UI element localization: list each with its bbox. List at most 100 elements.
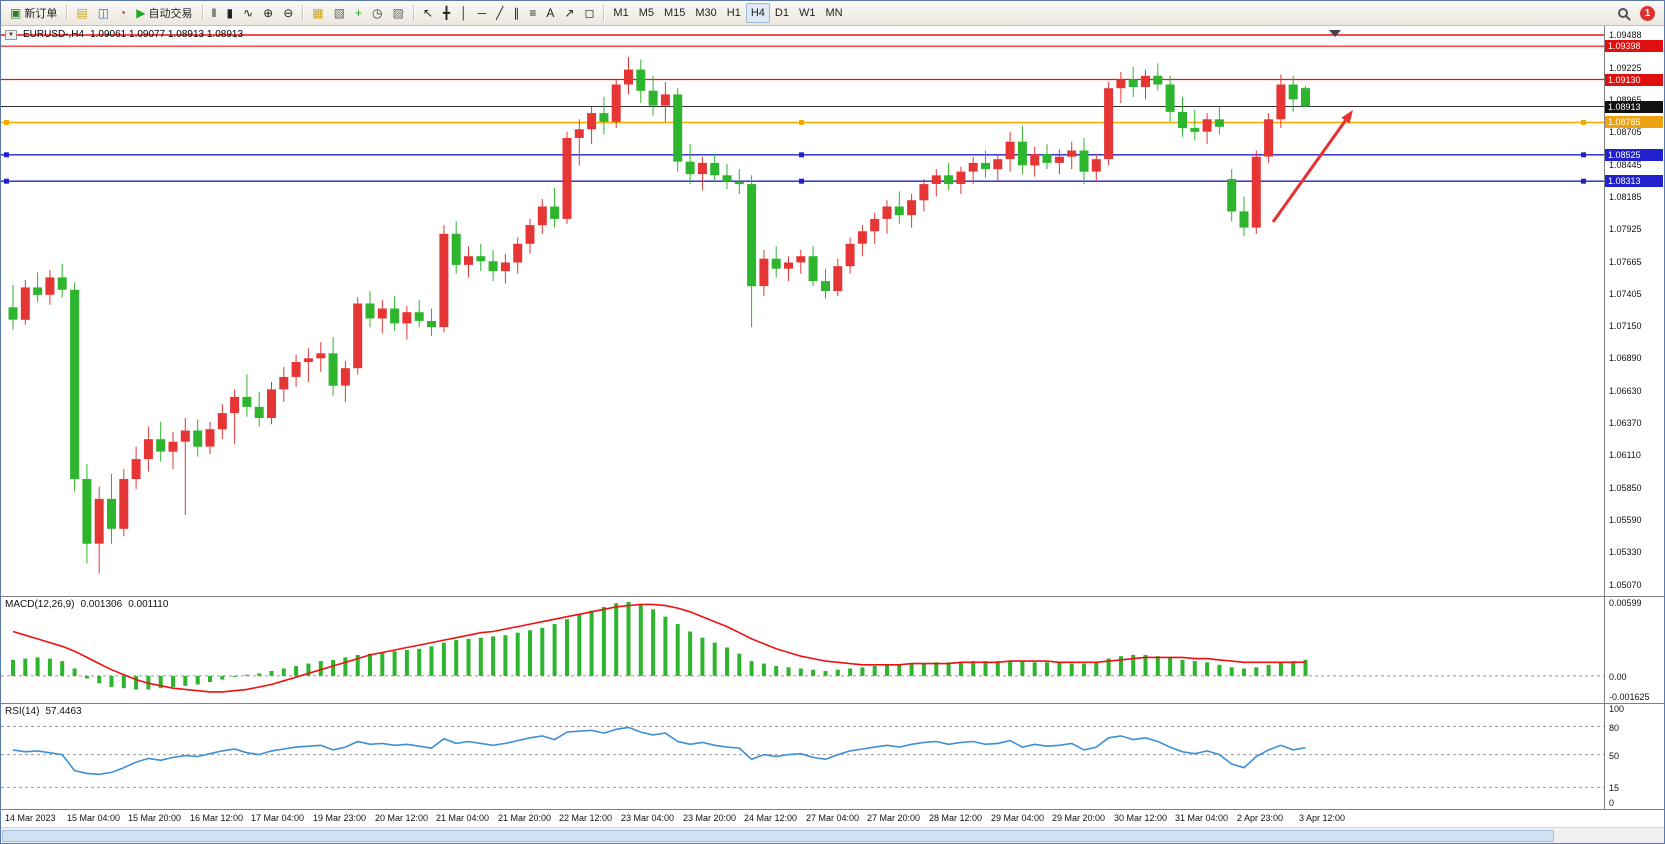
auto-trading-icon: ▶	[136, 6, 146, 20]
macd-title: MACD(12,26,9)	[5, 599, 75, 610]
horizontal-line-button[interactable]: ─	[473, 3, 492, 23]
price-tick: 1.08965	[1609, 95, 1642, 105]
tf-button-d1[interactable]: D1	[770, 3, 794, 23]
time-label: 31 Mar 04:00	[1175, 813, 1229, 823]
new-order-button[interactable]: ▣ 新订单	[5, 3, 62, 23]
main-toolbar: ▣ 新订单 ▤ ◫ ◔ ▶ 自动交易 ‖ ▮ ∿ ⊕ ⊖ ▦ ▧ + ◷ ▨ ↖ ╋ │ ─ ╱ ∥ ≡ A ↗ ◻ M1 M5 M15 M…	[1, 1, 1664, 26]
price-tick: 1.05330	[1609, 547, 1642, 557]
rsi-panel[interactable]: RSI(14) 57.4463	[1, 703, 1604, 809]
strategy-tester-button[interactable]: ◔	[114, 3, 131, 23]
price-line-label: 1.09398	[1605, 40, 1663, 52]
profiles-icon: ▧	[333, 6, 345, 20]
cursor-button[interactable]: ↖	[418, 3, 438, 23]
time-label: 27 Mar 04:00	[806, 813, 860, 823]
indicators-button[interactable]: +	[350, 3, 367, 23]
periods-icon: ◷	[371, 6, 383, 20]
horizontal-scrollbar[interactable]	[1, 827, 1664, 843]
new-order-button-label: 新订单	[24, 8, 58, 20]
price-tick: 1.05850	[1609, 483, 1642, 493]
market-watch-button[interactable]: ▤	[71, 3, 92, 23]
line-chart-button[interactable]: ∿	[238, 3, 258, 23]
new-chart-button[interactable]: ▦	[307, 3, 328, 23]
zoom-in-button[interactable]: ⊕	[258, 3, 278, 23]
shapes-icon: ◻	[584, 6, 595, 20]
trendline-button[interactable]: ╱	[491, 3, 508, 23]
time-axis[interactable]: 14 Mar 2023 15 Mar 04:00 15 Mar 20:00 16 Ma…	[1, 809, 1664, 827]
rsi-label: RSI(14) 57.4463	[5, 706, 82, 717]
text-tool-button[interactable]: A	[541, 3, 559, 23]
crosshair-button[interactable]: ╋	[438, 3, 455, 23]
rsi-tick: 80	[1609, 723, 1620, 733]
toolbar-separator	[302, 5, 304, 21]
macd-panel[interactable]: MACD(12,26,9) 0.001306 0.001110	[1, 596, 1604, 703]
vertical-line-button[interactable]: │	[455, 3, 473, 23]
price-line-label: 1.08525	[1605, 149, 1663, 161]
scrollbar-thumb[interactable]	[2, 830, 1554, 842]
price-scale[interactable]: 1.09488 1.09225 1.08965 1.08705 1.08445 1.081…	[1604, 26, 1664, 809]
arrow-tool-button[interactable]: ↗	[559, 3, 579, 23]
time-label: 27 Mar 20:00	[867, 813, 921, 823]
tf-button-m5[interactable]: M5	[634, 3, 659, 23]
zoom-in-icon: ⊕	[263, 6, 274, 20]
fibonacci-button[interactable]: ≡	[524, 3, 541, 23]
tf-button-w1[interactable]: W1	[794, 3, 821, 23]
tf-button-h1[interactable]: H1	[722, 3, 746, 23]
data-window-button[interactable]: ◫	[93, 3, 114, 23]
time-label: 29 Mar 04:00	[991, 813, 1045, 823]
time-label: 22 Mar 12:00	[559, 813, 613, 823]
data-window-icon: ◫	[97, 6, 110, 20]
chart-window: ▼ EURUSD-,H4 1.09061 1.09077 1.08913 1.0…	[1, 26, 1664, 809]
notification-badge[interactable]: 1	[1640, 5, 1655, 21]
tf-button-h1-label: H1	[726, 7, 741, 19]
macd-axis[interactable]: 0.00599 0.00 -0.001625	[1605, 596, 1664, 703]
candlestick-chart-button[interactable]: ▮	[221, 3, 238, 23]
templates-button[interactable]: ▨	[387, 3, 408, 23]
time-label: 29 Mar 20:00	[1052, 813, 1106, 823]
time-label: 3 Apr 12:00	[1299, 813, 1346, 823]
bar-chart-button[interactable]: ‖	[207, 3, 222, 23]
rsi-chart[interactable]	[1, 704, 1604, 809]
toolbar-separator	[66, 5, 68, 21]
tf-button-d1-label: D1	[774, 7, 789, 19]
rsi-value: 57.4463	[45, 706, 82, 717]
time-label: 30 Mar 12:00	[1114, 813, 1168, 823]
time-label: 23 Mar 20:00	[683, 813, 737, 823]
zoom-out-icon: ⊖	[283, 6, 294, 20]
tf-button-m1-label: M1	[613, 7, 629, 19]
rsi-tick: 50	[1609, 751, 1620, 761]
tf-button-mn[interactable]: MN	[820, 3, 847, 23]
tf-button-m15[interactable]: M15	[659, 3, 690, 23]
rsi-tick: 0	[1609, 798, 1615, 808]
price-axis[interactable]: 1.09488 1.09225 1.08965 1.08705 1.08445 1.081…	[1605, 26, 1664, 596]
tf-button-m30[interactable]: M30	[690, 3, 721, 23]
fibonacci-icon: ≡	[529, 6, 537, 20]
time-label: 28 Mar 12:00	[929, 813, 983, 823]
time-label: 17 Mar 04:00	[251, 813, 305, 823]
macd-chart[interactable]	[1, 597, 1604, 703]
price-tick: 1.06630	[1609, 386, 1642, 396]
candlestick-chart[interactable]	[1, 26, 1604, 596]
zoom-out-button[interactable]: ⊖	[278, 3, 298, 23]
chart-collapse-button[interactable]: ▼	[5, 29, 17, 40]
tf-button-w1-label: W1	[798, 7, 816, 19]
profiles-button[interactable]: ▧	[329, 3, 350, 23]
new-order-icon: ▣	[10, 6, 22, 20]
channel-button[interactable]: ∥	[508, 3, 524, 23]
macd-label: MACD(12,26,9) 0.001306 0.001110	[5, 599, 168, 610]
toolbar-buttons: ▣ 新订单 ▤ ◫ ◔ ▶ 自动交易 ‖ ▮ ∿ ⊕ ⊖ ▦ ▧ + ◷ ▨ ↖ ╋ │ ─ ╱ ∥ ≡ A ↗ ◻ M1 M5 M15 M…	[5, 1, 848, 25]
price-line-label: 1.09130	[1605, 74, 1663, 86]
tf-button-h4[interactable]: H4	[745, 3, 770, 23]
price-tick: 1.05590	[1609, 515, 1642, 525]
shapes-button[interactable]: ◻	[579, 3, 599, 23]
rsi-axis[interactable]: 100 80 50 15 0	[1605, 703, 1664, 809]
tf-button-m30-label: M30	[695, 7, 717, 19]
text-tool-icon: A	[546, 6, 555, 20]
search-button[interactable]	[1613, 3, 1633, 23]
price-chart-panel[interactable]: ▼ EURUSD-,H4 1.09061 1.09077 1.08913 1.0…	[1, 26, 1604, 596]
auto-trading-button[interactable]: ▶ 自动交易	[131, 3, 197, 23]
tf-button-m1[interactable]: M1	[608, 3, 633, 23]
vertical-line-icon: │	[460, 6, 468, 20]
periods-button[interactable]: ◷	[367, 3, 387, 23]
toolbar-right: 1	[1613, 3, 1660, 23]
